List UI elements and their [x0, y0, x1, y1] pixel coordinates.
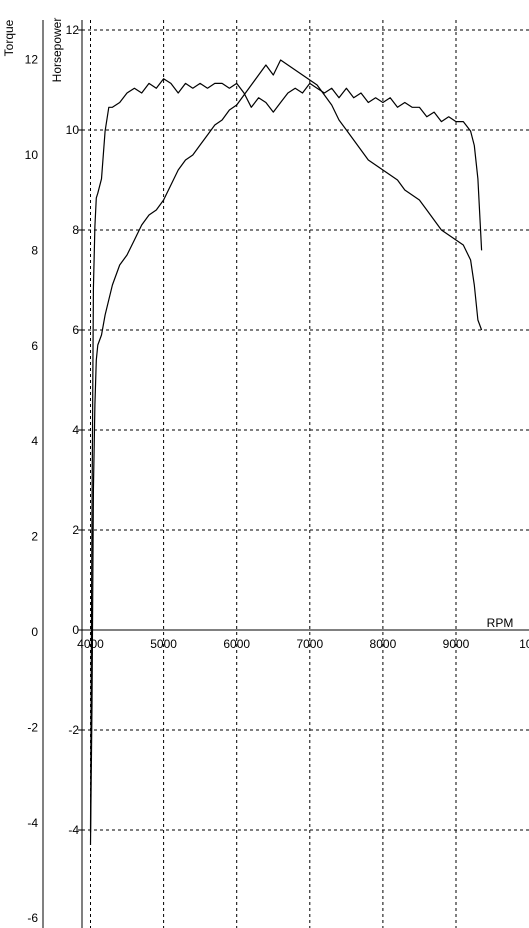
x-tick-label: 4000	[77, 637, 104, 651]
horsepower-tick-label: 0	[72, 623, 79, 637]
torque-tick-label: 8	[31, 243, 38, 257]
torque-tick-label: 4	[31, 434, 38, 448]
horsepower-tick-label: 12	[66, 23, 80, 37]
horsepower-tick-label: -2	[68, 723, 79, 737]
torque-tick-label: -6	[27, 911, 38, 925]
x-tick-label: 8000	[370, 637, 397, 651]
torque-tick-label: 6	[31, 339, 38, 353]
horsepower-tick-label: -4	[68, 823, 79, 837]
torque-tick-label: 10	[25, 148, 39, 162]
horsepower-curve	[89, 59, 483, 846]
x-tick-label: 7000	[296, 637, 323, 651]
torque-curve	[89, 78, 483, 833]
horsepower-tick-label: 8	[72, 223, 79, 237]
x-tick-label: 100	[519, 637, 529, 651]
x-tick-label: 6000	[223, 637, 250, 651]
horsepower-axis-title: Horsepower	[50, 18, 64, 83]
torque-tick-label: 0	[31, 625, 38, 639]
grid	[82, 20, 529, 928]
x-axis-title: RPM	[487, 616, 514, 630]
horsepower-tick-label: 4	[72, 423, 79, 437]
torque-tick-label: 12	[25, 53, 39, 67]
tick-labels: 400050006000700080009000100121086420-2-4…	[25, 23, 529, 925]
horsepower-tick-label: 6	[72, 323, 79, 337]
torque-tick-label: -2	[27, 720, 38, 734]
horsepower-tick-label: 10	[66, 123, 80, 137]
torque-tick-label: 2	[31, 530, 38, 544]
x-tick-label: 9000	[443, 637, 470, 651]
x-tick-label: 5000	[150, 637, 177, 651]
torque-axis-title: Torque	[2, 19, 16, 56]
torque-tick-label: -4	[27, 816, 38, 830]
axes	[42, 20, 529, 928]
series	[89, 59, 483, 846]
horsepower-tick-label: 2	[72, 523, 79, 537]
